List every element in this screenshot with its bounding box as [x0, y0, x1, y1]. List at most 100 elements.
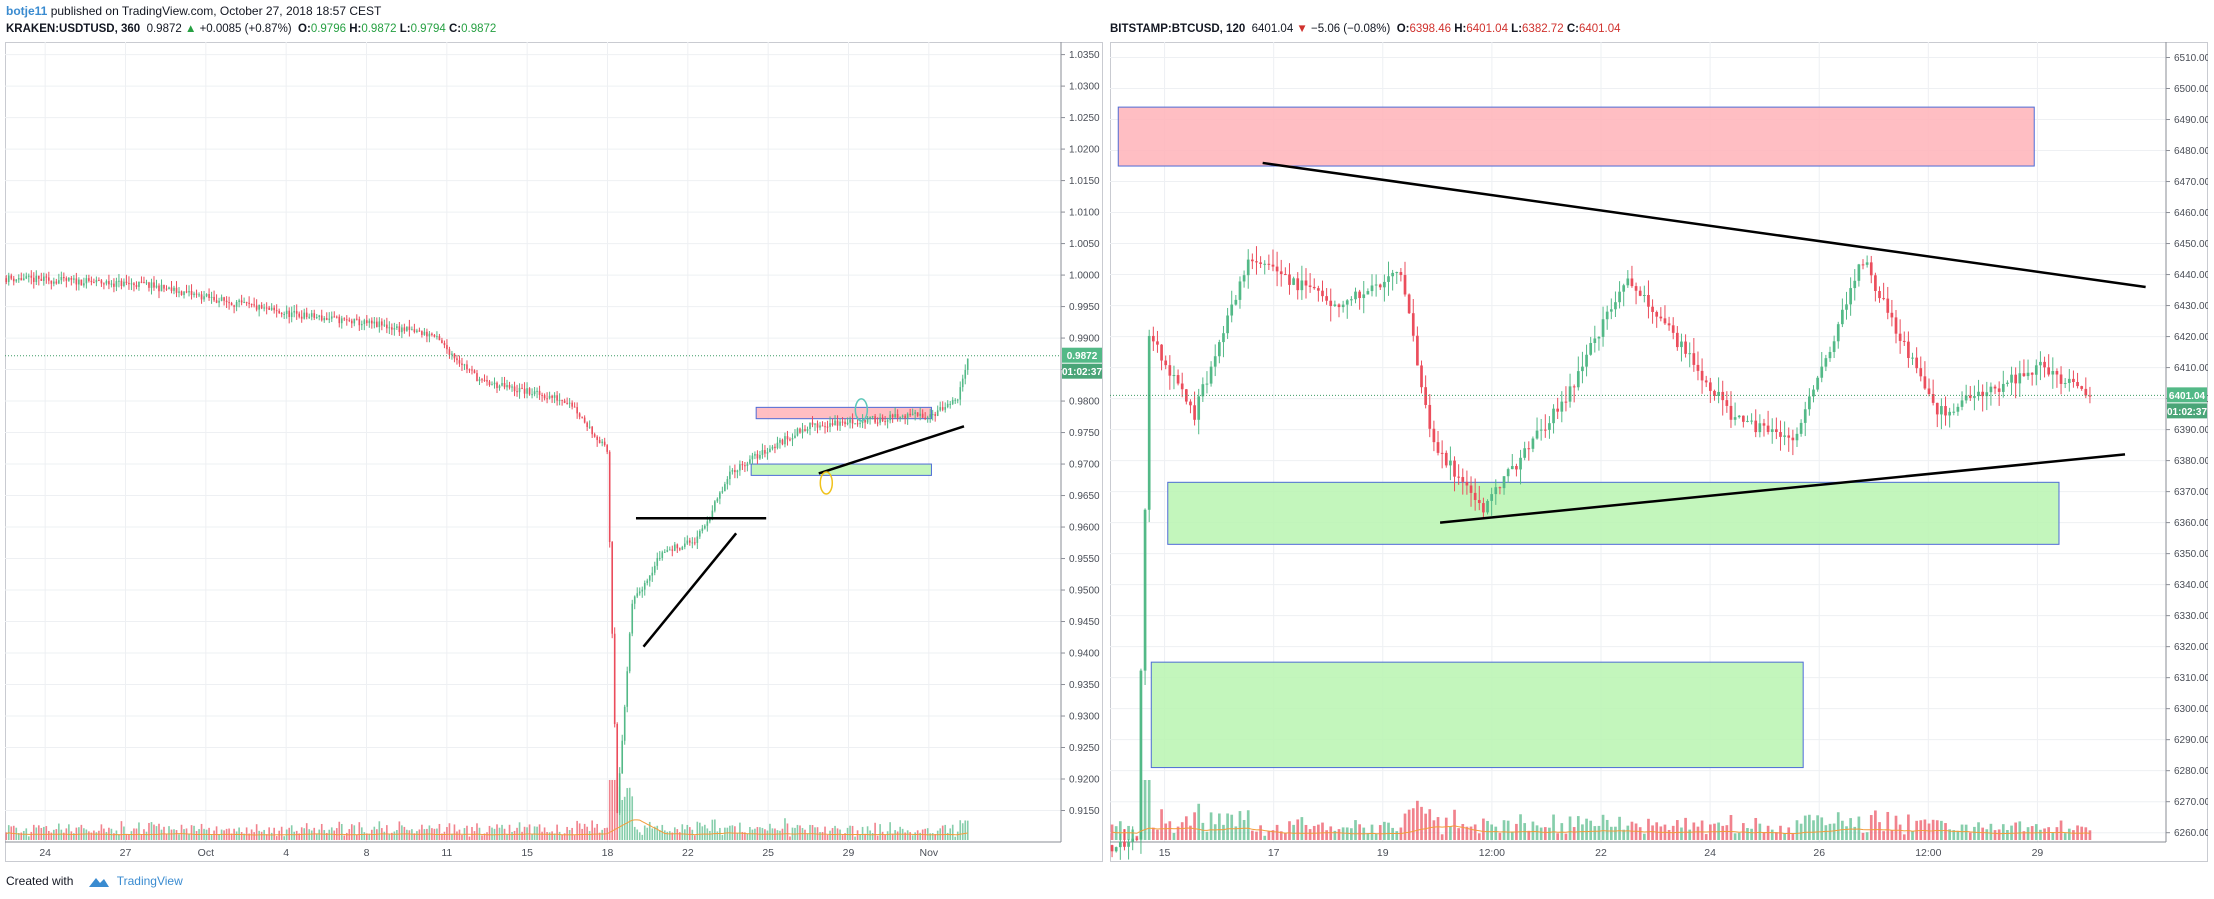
right-candle: [1651, 306, 1654, 312]
left-volume-bar: [218, 834, 220, 840]
left-candle: [546, 398, 548, 400]
right-candle: [1329, 300, 1333, 307]
right-y-tick-label: 6440.00: [2174, 270, 2208, 281]
right-volume-bar: [1931, 819, 1935, 840]
left-volume-bar: [173, 829, 175, 840]
left-volume-bar: [714, 819, 716, 840]
left-candle: [744, 465, 746, 467]
left-volume-bar: [413, 833, 416, 840]
left-candle: [338, 316, 341, 324]
left-volume-bar: [799, 825, 801, 840]
left-candle: [886, 420, 889, 422]
left-candle: [105, 281, 108, 284]
left-candle: [699, 531, 701, 537]
left-symbol[interactable]: KRAKEN:USDTUSD, 360: [6, 23, 141, 35]
right-candle: [1469, 485, 1473, 493]
left-volume-bar: [315, 834, 318, 840]
left-volume-bar: [934, 833, 937, 840]
left-volume-bar: [746, 833, 749, 840]
left-volume-bar: [100, 824, 103, 840]
left-volume-bar: [626, 788, 629, 840]
left-volume-bar: [253, 832, 255, 840]
left-volume-bar: [128, 834, 130, 840]
right-candle: [1911, 357, 1914, 359]
right-candle: [1642, 295, 1646, 297]
left-candle: [841, 421, 844, 423]
left-candle: [608, 451, 611, 543]
left-trendline[interactable]: [642, 532, 738, 648]
left-candle: [616, 724, 619, 813]
right-candle: [1981, 391, 1985, 397]
left-candle: [914, 412, 916, 414]
right-x-tick-label: 22: [1595, 847, 1607, 859]
right-candle: [1362, 294, 1366, 299]
right-x-tick-label: 12:00: [1915, 847, 1941, 859]
right-candle: [1143, 509, 1147, 671]
left-candle: [771, 446, 774, 449]
right-volume-bar: [1246, 810, 1250, 840]
right-trendline[interactable]: [1262, 161, 2146, 289]
left-candle: [463, 364, 466, 366]
right-volume-bar: [1395, 831, 1399, 840]
right-trendline[interactable]: [1439, 453, 2126, 524]
right-volume-bar: [1494, 826, 1498, 840]
left-volume-bar: [428, 825, 431, 840]
left-chart-pane[interactable]: 1.0350 1.0300 1.0250 1.0200 1.0150 1.0100 1.00…: [5, 42, 1103, 862]
left-volume-bar: [531, 834, 533, 840]
left-candle: [138, 281, 140, 287]
right-volume-bar: [1217, 813, 1221, 840]
right-volume-bar: [2018, 821, 2022, 840]
right-candle: [1684, 341, 1687, 354]
right-chart-pane[interactable]: 6510.00 6500.00 6490.00 6480.00 6470.00 6460.…: [1110, 42, 2208, 862]
left-teal-ellipse-marker[interactable]: [854, 398, 869, 422]
left-volume-bar: [73, 833, 75, 840]
left-candle: [941, 407, 944, 410]
left-candle: [956, 399, 959, 401]
left-candle: [939, 407, 942, 411]
left-trendline[interactable]: [818, 425, 965, 475]
left-x-tick-label: 4: [283, 847, 289, 859]
right-candle: [1378, 284, 1382, 288]
left-x-tick-label: Nov: [919, 847, 938, 859]
left-volume-bar: [93, 830, 95, 840]
right-change: −5.06 (−0.08%): [1311, 23, 1391, 35]
right-volume-bar: [1193, 812, 1196, 840]
left-candle: [861, 420, 864, 424]
left-candle: [456, 358, 458, 361]
left-volume-bar: [719, 827, 721, 840]
left-candle: [343, 318, 346, 320]
left-gold-ellipse-marker[interactable]: [819, 471, 834, 495]
left-volume-bar: [964, 820, 967, 840]
left-candle: [273, 307, 275, 311]
left-volume-bar: [208, 827, 210, 840]
right-volume-bar: [1638, 827, 1642, 840]
right-symbol[interactable]: BITSTAMP:BTCUSD, 120: [1110, 23, 1246, 35]
left-volume-bar: [806, 833, 809, 840]
left-candle: [648, 575, 651, 581]
left-candle: [295, 311, 298, 314]
left-volume-bar: [573, 835, 576, 840]
right-candle: [1461, 477, 1465, 482]
right-candle: [1638, 290, 1642, 296]
left-candle: [899, 416, 901, 418]
left-candle: [949, 403, 952, 405]
left-candle: [621, 740, 624, 774]
author-link[interactable]: botje11: [6, 4, 48, 18]
left-volume-bar: [240, 832, 243, 840]
left-candle: [936, 410, 939, 416]
tradingview-link[interactable]: TradingView: [116, 874, 183, 888]
left-volume-bar: [193, 825, 195, 840]
right-candle: [1973, 396, 1976, 398]
left-candle: [85, 278, 88, 284]
right-candle: [1849, 288, 1852, 305]
left-candle: [160, 284, 163, 292]
left-candle: [381, 321, 383, 326]
left-volume-bar: [931, 833, 934, 840]
right-low-label: L:: [1511, 23, 1523, 35]
left-candle: [866, 418, 869, 423]
left-candle: [263, 307, 265, 309]
left-candle: [503, 383, 506, 388]
left-candle: [113, 283, 115, 287]
right-candle: [1296, 278, 1300, 291]
left-candle: [78, 279, 80, 285]
